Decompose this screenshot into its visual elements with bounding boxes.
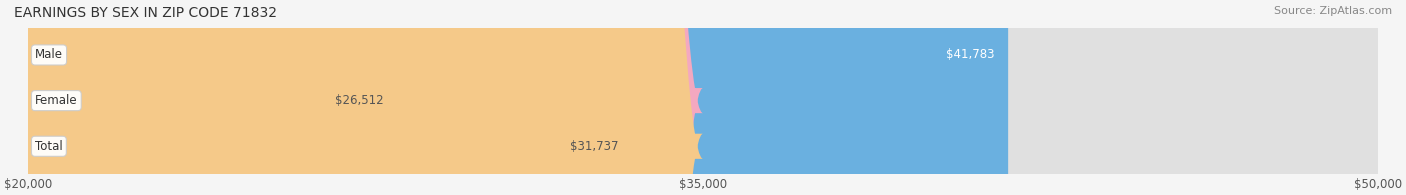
FancyBboxPatch shape <box>0 0 703 195</box>
Text: Total: Total <box>35 140 63 153</box>
Text: $41,783: $41,783 <box>946 49 994 61</box>
FancyBboxPatch shape <box>0 0 703 195</box>
Text: Female: Female <box>35 94 77 107</box>
Text: $26,512: $26,512 <box>335 94 384 107</box>
Text: $31,737: $31,737 <box>569 140 619 153</box>
Text: Male: Male <box>35 49 63 61</box>
Text: Source: ZipAtlas.com: Source: ZipAtlas.com <box>1274 6 1392 16</box>
Text: EARNINGS BY SEX IN ZIP CODE 71832: EARNINGS BY SEX IN ZIP CODE 71832 <box>14 6 277 20</box>
FancyBboxPatch shape <box>28 0 1378 195</box>
FancyBboxPatch shape <box>28 0 1378 195</box>
FancyBboxPatch shape <box>28 0 1008 195</box>
FancyBboxPatch shape <box>28 0 1378 195</box>
